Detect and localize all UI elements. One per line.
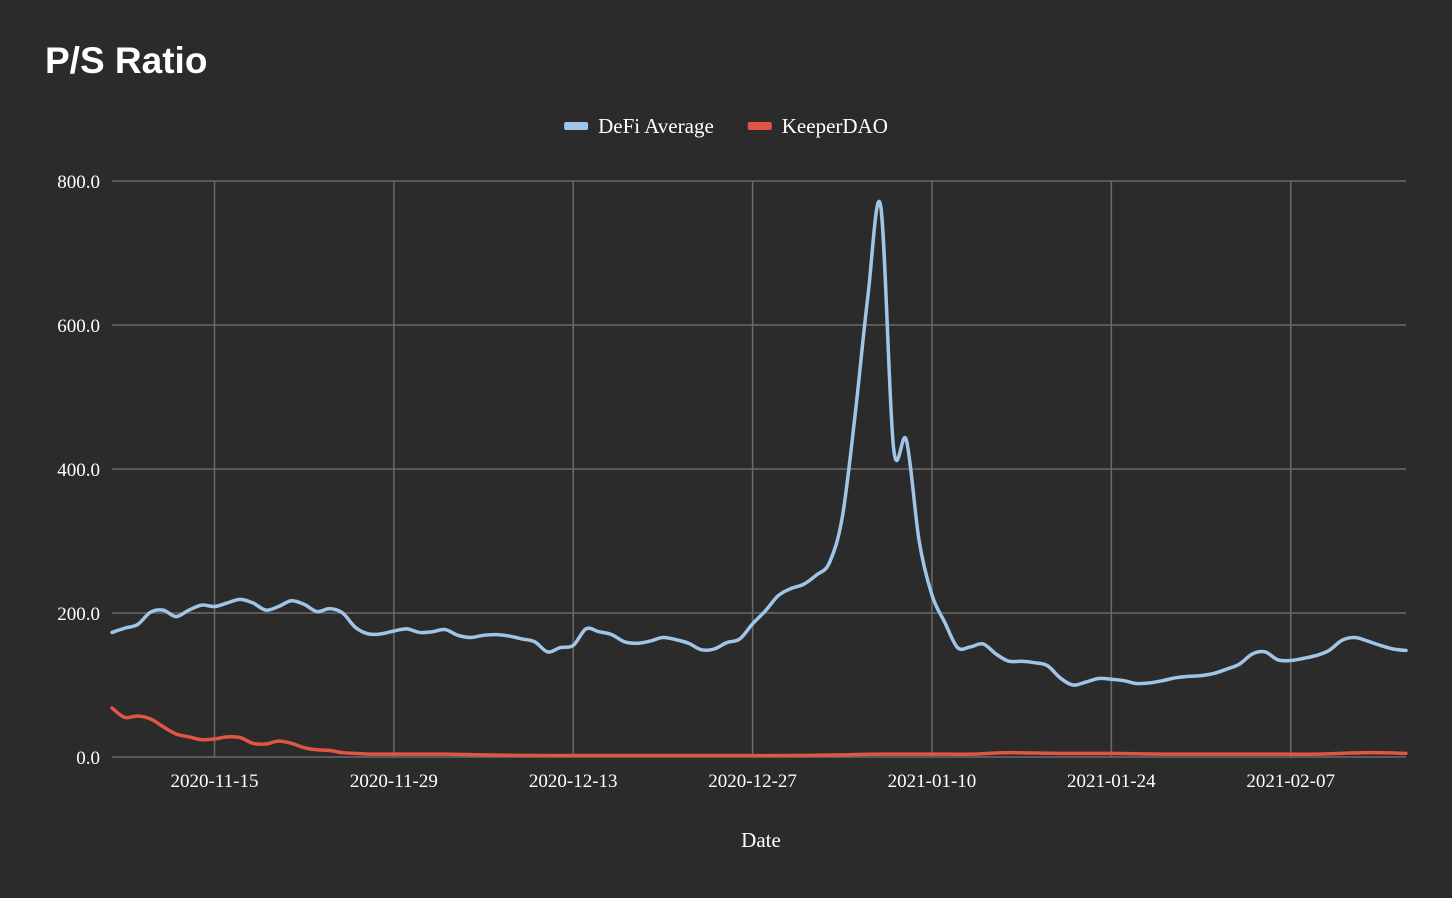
x-tick-label: 2020-11-15 [171, 771, 259, 792]
legend-swatch [564, 122, 589, 130]
x-tick-label: 2020-12-13 [529, 771, 618, 792]
chart-title: P/S Ratio [45, 40, 208, 81]
x-tick-label: 2020-12-27 [708, 771, 797, 792]
legend: DeFi Average KeeperDAO [564, 114, 888, 138]
legend-swatch [747, 122, 772, 130]
x-tick-label: 2021-01-10 [888, 771, 977, 792]
x-axis-tick-labels: 2020-11-15 2020-11-29 2020-12-13 2020-12-27… [171, 771, 1336, 792]
legend-label: KeeperDAO [782, 114, 888, 138]
y-gridlines [112, 180, 1406, 758]
y-axis-tick-labels: 0.0 200.0 400.0 600.0 800.0 [57, 172, 100, 769]
x-tick-label: 2021-02-07 [1246, 771, 1335, 792]
x-tick-label: 2020-11-29 [350, 771, 438, 792]
y-tick-label: 0.0 [76, 748, 100, 769]
y-tick-label: 200.0 [57, 604, 100, 625]
x-gridlines [213, 181, 1292, 757]
x-axis-title: Date [741, 828, 781, 852]
series-line-keeperdao [110, 706, 1408, 758]
y-tick-label: 800.0 [57, 172, 100, 193]
x-tick-label: 2021-01-24 [1067, 771, 1156, 792]
series-line-defi-average [110, 199, 1408, 687]
y-tick-label: 400.0 [57, 460, 100, 481]
series-lines [110, 199, 1408, 758]
y-tick-label: 600.0 [57, 316, 100, 337]
legend-label: DeFi Average [598, 114, 714, 138]
